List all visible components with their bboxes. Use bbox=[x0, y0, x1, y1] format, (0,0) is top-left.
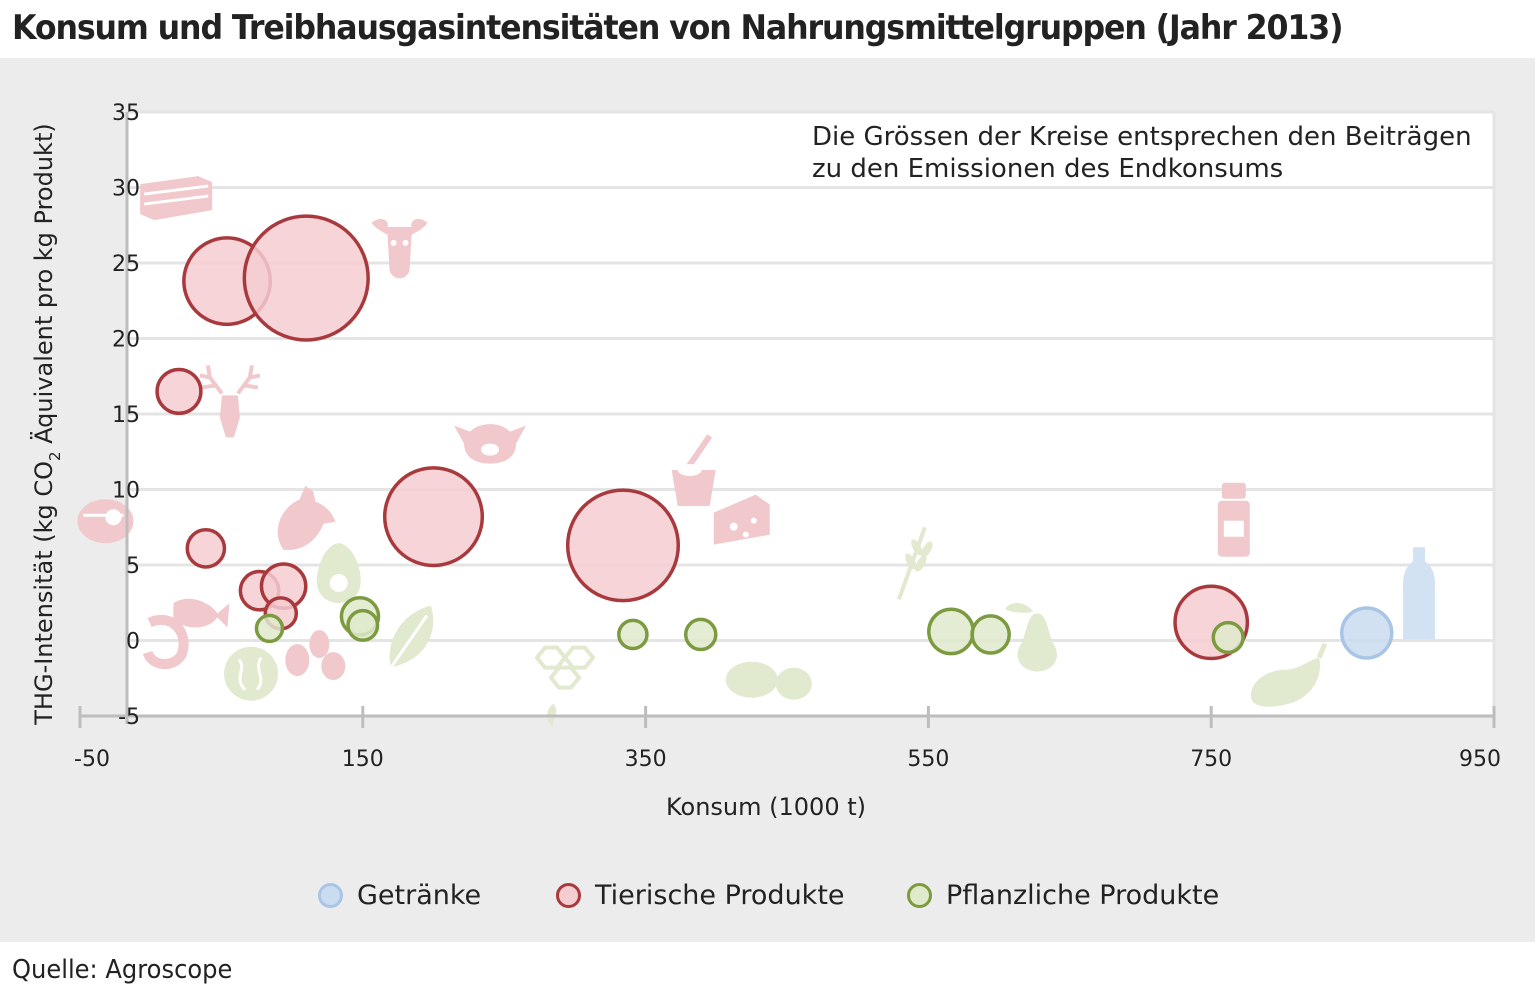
y-tick-label: 15 bbox=[112, 403, 140, 428]
y-tick-label: 20 bbox=[112, 328, 140, 353]
y-tick-label: 35 bbox=[112, 101, 140, 126]
deer-icon bbox=[199, 365, 261, 438]
x-tick-label: 750 bbox=[1190, 747, 1232, 772]
legend-swatch-pflanzlich bbox=[907, 883, 932, 908]
y-tick-label: 5 bbox=[126, 554, 140, 579]
bubble-tierisch-4 bbox=[185, 528, 227, 569]
x-axis-label: Konsum (1000 t) bbox=[666, 793, 866, 821]
shrimp-icon bbox=[142, 614, 189, 669]
y-tick-label: 0 bbox=[126, 630, 140, 655]
source-note: Quelle: Agroscope bbox=[12, 955, 233, 985]
y-tick-label: -5 bbox=[118, 705, 140, 730]
bubble-pflanzlich-4 bbox=[617, 618, 649, 651]
bacon-icon bbox=[140, 176, 213, 221]
milk-can-icon bbox=[1217, 482, 1250, 557]
pig-icon bbox=[454, 424, 527, 464]
chicken-icon bbox=[277, 485, 336, 550]
category-icons bbox=[77, 176, 1436, 728]
bubble-pflanzlich-3 bbox=[254, 613, 285, 644]
x-tick-label: 550 bbox=[907, 747, 949, 772]
y-axis-label-subscript: 2 bbox=[46, 451, 64, 461]
honeycomb-icon bbox=[534, 645, 596, 728]
avocado-icon bbox=[316, 543, 361, 604]
bubble-pflanzlich-7 bbox=[970, 614, 1011, 655]
bottle-icon bbox=[1403, 547, 1436, 640]
potato-icon bbox=[725, 661, 812, 700]
y-axis-label-part-2: Äquivalent pro kg Produkt) bbox=[29, 123, 58, 451]
legend-item-getraenke: Getränke bbox=[318, 880, 481, 911]
legend-label-pflanzlich: Pflanzliche Produkte bbox=[946, 880, 1220, 911]
legend-item-tierisch: Tierische Produkte bbox=[556, 880, 845, 911]
walnut-icon bbox=[224, 646, 279, 701]
x-tick-label: -50 bbox=[74, 747, 110, 772]
legend: Getränke Tierische Produkte Pflanzliche … bbox=[0, 880, 1535, 920]
cheese-icon bbox=[713, 494, 770, 545]
legend-label-getraenke: Getränke bbox=[357, 880, 482, 911]
yogurt-icon bbox=[671, 434, 716, 506]
bubble-tierisch-8 bbox=[382, 466, 485, 568]
wheat-icon bbox=[896, 526, 933, 601]
y-axis-label: THG-Intensität (kg CO2 Äquivalent pro kg… bbox=[29, 123, 64, 725]
bubble-pflanzlich-5 bbox=[683, 617, 718, 652]
eggs-icon bbox=[285, 630, 346, 681]
y-tick-label: 25 bbox=[112, 252, 140, 277]
legend-swatch-tierisch bbox=[556, 883, 581, 908]
legend-item-pflanzlich: Pflanzliche Produkte bbox=[907, 880, 1219, 911]
data-bubbles bbox=[155, 214, 1394, 661]
chart-note-line-2: zu den Emissionen des Endkonsums bbox=[812, 154, 1283, 184]
bubble-tierisch-9 bbox=[565, 488, 681, 603]
legend-swatch-getraenke bbox=[318, 883, 343, 908]
bubble-tierisch-2 bbox=[242, 214, 370, 342]
x-tick-label: 150 bbox=[342, 747, 384, 772]
x-tick-label: 950 bbox=[1459, 747, 1501, 772]
cow-icon bbox=[371, 219, 428, 279]
bubble-getraenke-1 bbox=[1340, 606, 1394, 660]
steak-icon bbox=[77, 499, 134, 544]
legend-label-tierisch: Tierische Produkte bbox=[595, 880, 845, 911]
x-tick-label: 350 bbox=[625, 747, 667, 772]
eggplant-icon bbox=[1250, 642, 1328, 707]
y-tick-label: 30 bbox=[112, 177, 140, 202]
bubble-pflanzlich-6 bbox=[927, 607, 975, 656]
pear-icon bbox=[1005, 602, 1057, 672]
bubble-pflanzlich-8 bbox=[1211, 620, 1245, 655]
chart-note-line-1: Die Grössen der Kreise entsprechen den B… bbox=[812, 122, 1472, 152]
bubble-pflanzlich-2 bbox=[346, 608, 380, 642]
spinach-leaf-icon bbox=[385, 605, 434, 675]
y-tick-label: 10 bbox=[112, 479, 140, 504]
y-axis-label-part-1: THG-Intensität (kg CO bbox=[30, 461, 58, 726]
fish-icon bbox=[173, 598, 230, 628]
chart-title: Konsum und Treibhausgasintensitäten von … bbox=[12, 8, 1344, 48]
bubble-tierisch-3 bbox=[155, 367, 203, 415]
